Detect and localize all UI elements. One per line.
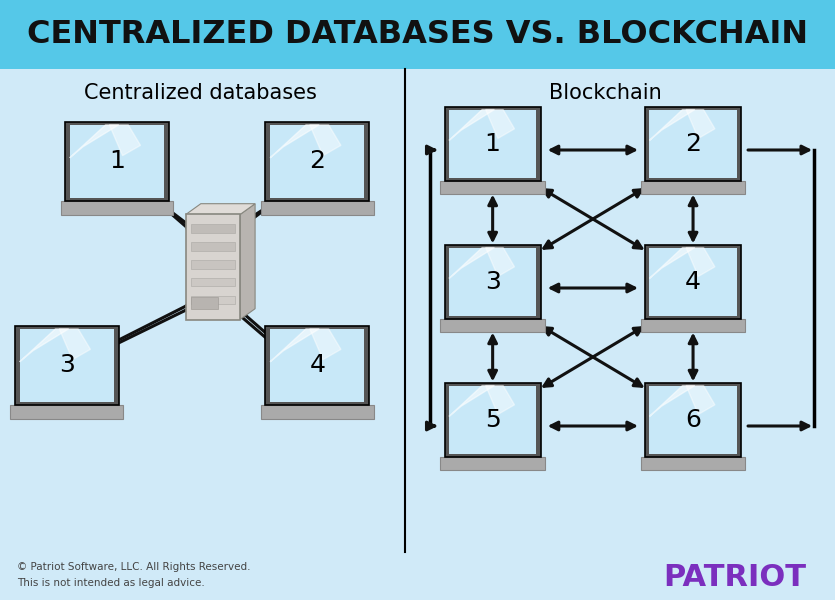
Polygon shape bbox=[270, 329, 319, 362]
FancyBboxPatch shape bbox=[270, 125, 365, 198]
Polygon shape bbox=[240, 203, 256, 319]
Text: 3: 3 bbox=[484, 270, 501, 294]
FancyBboxPatch shape bbox=[190, 296, 218, 308]
FancyBboxPatch shape bbox=[15, 325, 119, 406]
FancyBboxPatch shape bbox=[10, 406, 124, 419]
Polygon shape bbox=[449, 248, 494, 278]
FancyBboxPatch shape bbox=[641, 457, 745, 469]
FancyBboxPatch shape bbox=[650, 248, 736, 316]
FancyBboxPatch shape bbox=[641, 181, 745, 193]
FancyBboxPatch shape bbox=[449, 248, 536, 316]
FancyBboxPatch shape bbox=[190, 296, 235, 304]
Polygon shape bbox=[270, 125, 319, 158]
Text: 5: 5 bbox=[485, 408, 500, 432]
FancyBboxPatch shape bbox=[441, 181, 544, 193]
Polygon shape bbox=[109, 125, 140, 155]
FancyBboxPatch shape bbox=[69, 125, 164, 198]
FancyBboxPatch shape bbox=[19, 329, 114, 402]
Polygon shape bbox=[185, 203, 256, 214]
Text: 6: 6 bbox=[685, 408, 701, 432]
Text: 3: 3 bbox=[58, 353, 75, 377]
Polygon shape bbox=[686, 248, 715, 277]
Text: Centralized databases: Centralized databases bbox=[84, 83, 316, 103]
FancyBboxPatch shape bbox=[266, 325, 369, 406]
Text: CENTRALIZED DATABASES VS. BLOCKCHAIN: CENTRALIZED DATABASES VS. BLOCKCHAIN bbox=[27, 19, 808, 50]
Polygon shape bbox=[686, 110, 715, 139]
FancyBboxPatch shape bbox=[645, 245, 741, 319]
Polygon shape bbox=[449, 386, 494, 416]
Polygon shape bbox=[486, 110, 514, 139]
FancyBboxPatch shape bbox=[449, 110, 536, 178]
Text: Blockchain: Blockchain bbox=[549, 83, 662, 103]
Polygon shape bbox=[59, 329, 90, 359]
Text: 4: 4 bbox=[309, 353, 326, 377]
FancyBboxPatch shape bbox=[61, 202, 174, 214]
Polygon shape bbox=[486, 248, 514, 277]
FancyBboxPatch shape bbox=[441, 319, 544, 331]
Polygon shape bbox=[486, 386, 514, 415]
Polygon shape bbox=[310, 125, 341, 155]
FancyBboxPatch shape bbox=[190, 224, 235, 232]
FancyBboxPatch shape bbox=[190, 278, 235, 286]
Polygon shape bbox=[310, 329, 341, 359]
FancyBboxPatch shape bbox=[190, 260, 235, 269]
FancyBboxPatch shape bbox=[261, 406, 374, 419]
Polygon shape bbox=[449, 110, 494, 140]
Text: © Patriot Software, LLC. All Rights Reserved.: © Patriot Software, LLC. All Rights Rese… bbox=[17, 562, 250, 572]
FancyBboxPatch shape bbox=[650, 110, 736, 178]
FancyBboxPatch shape bbox=[441, 457, 544, 469]
Polygon shape bbox=[19, 329, 68, 362]
Text: 2: 2 bbox=[685, 132, 701, 156]
Polygon shape bbox=[650, 248, 695, 278]
Text: 2: 2 bbox=[309, 149, 326, 173]
FancyBboxPatch shape bbox=[185, 214, 240, 319]
Text: 1: 1 bbox=[484, 132, 501, 156]
FancyBboxPatch shape bbox=[0, 0, 835, 69]
Text: PATRIOT: PATRIOT bbox=[663, 563, 807, 592]
Polygon shape bbox=[650, 110, 695, 140]
FancyBboxPatch shape bbox=[65, 121, 169, 202]
FancyBboxPatch shape bbox=[444, 383, 541, 457]
FancyBboxPatch shape bbox=[444, 245, 541, 319]
FancyBboxPatch shape bbox=[190, 242, 235, 251]
FancyBboxPatch shape bbox=[645, 383, 741, 457]
FancyBboxPatch shape bbox=[444, 107, 541, 181]
FancyBboxPatch shape bbox=[650, 386, 736, 454]
Polygon shape bbox=[650, 386, 695, 416]
Polygon shape bbox=[686, 386, 715, 415]
FancyBboxPatch shape bbox=[449, 386, 536, 454]
FancyBboxPatch shape bbox=[261, 202, 374, 214]
FancyBboxPatch shape bbox=[641, 319, 745, 331]
Text: 4: 4 bbox=[685, 270, 701, 294]
FancyBboxPatch shape bbox=[645, 107, 741, 181]
FancyBboxPatch shape bbox=[266, 121, 369, 202]
FancyBboxPatch shape bbox=[270, 329, 365, 402]
Text: This is not intended as legal advice.: This is not intended as legal advice. bbox=[17, 578, 205, 588]
Text: 1: 1 bbox=[109, 149, 125, 173]
Polygon shape bbox=[69, 125, 119, 158]
